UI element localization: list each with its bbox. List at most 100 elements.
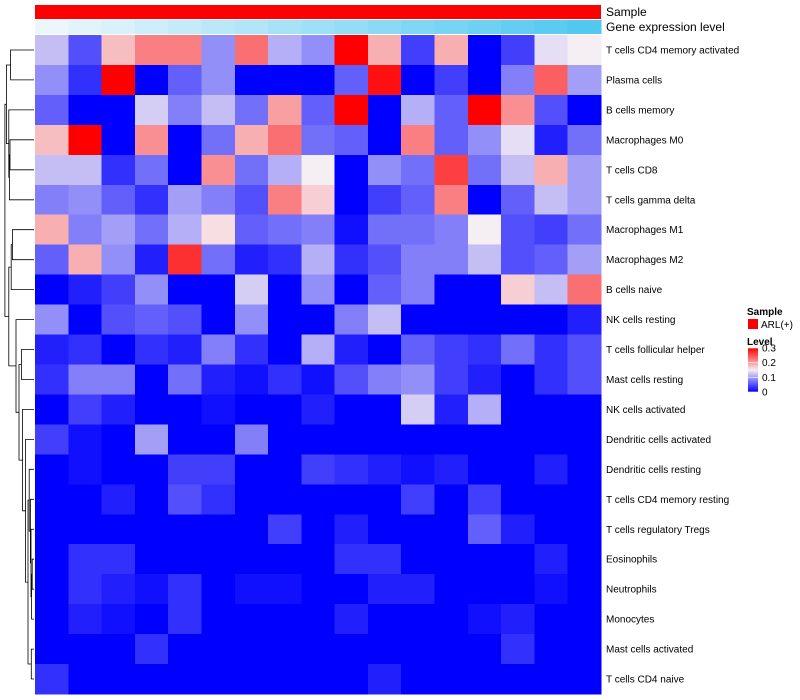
heatmap-cell (401, 334, 436, 366)
heatmap-cell (35, 394, 69, 425)
dendrogram-link-7 (10, 244, 34, 290)
heatmap-cell (35, 514, 69, 545)
heatmap-cell (168, 124, 203, 156)
row-label-neutrophils: Neutrophils (606, 585, 657, 596)
heatmap-cell (101, 214, 136, 246)
heatmap-cell (434, 394, 469, 425)
dendrogram-link-4 (8, 109, 34, 178)
heatmap-cell (434, 664, 469, 695)
heatmap-cell (68, 364, 103, 396)
row-label-eosinophils: Eosinophils (606, 555, 657, 566)
heatmap-cell (134, 334, 169, 366)
heatmap-cell (268, 184, 302, 216)
heatmap-cell (201, 514, 236, 545)
heatmap-cell (567, 604, 602, 635)
heatmap-cell (434, 274, 469, 306)
heatmap-cell (268, 634, 302, 665)
heatmap-cell (501, 64, 536, 96)
heatmap-cell (501, 364, 536, 396)
heatmap-cell (168, 394, 203, 425)
heatmap-cell (168, 664, 203, 695)
heatmap-cell (401, 454, 436, 485)
heatmap-cell (501, 35, 536, 66)
heatmap-cell (234, 244, 269, 276)
legend-level-tick-label: 0.1 (762, 373, 776, 384)
heatmap-cell (334, 574, 369, 605)
heatmap-cell (334, 454, 369, 485)
heatmap-cell (301, 124, 336, 156)
heatmap-cell (534, 424, 569, 455)
heatmap-cell (401, 244, 436, 276)
row-label-t-cells-cd4-memory-resting: T cells CD4 memory resting (606, 495, 729, 506)
heatmap-cell (101, 304, 136, 336)
heatmap-cell (68, 64, 103, 96)
heatmap-cell (201, 154, 236, 186)
heatmap-cell (134, 154, 169, 186)
heatmap-cell (68, 214, 103, 246)
dendrogram-link-12 (28, 468, 34, 532)
heatmap-cell (534, 274, 569, 306)
heatmap-cell (467, 454, 502, 485)
heatmap-cell (101, 574, 136, 605)
heatmap-cell (301, 634, 336, 665)
heatmap-cell (201, 574, 236, 605)
row-label-macrophages-m2: Macrophages M2 (606, 255, 684, 266)
heatmap-cell (301, 304, 336, 336)
row-label-b-cells-memory: B cells memory (606, 105, 674, 116)
heatmap-cell (234, 544, 269, 575)
heatmap-cell (234, 334, 269, 366)
heatmap-cell (534, 124, 569, 156)
heatmap-cell (334, 544, 369, 575)
heatmap-cell (434, 304, 469, 336)
heatmap-cell (68, 94, 103, 126)
heatmap-cell (467, 664, 502, 695)
heatmap-cell (134, 94, 169, 126)
heatmap-cell (467, 544, 502, 575)
heatmap-cell (301, 244, 336, 276)
row-label-mast-cells-resting: Mast cells resting (606, 375, 683, 386)
legend-sample-entry: ARL(+) (761, 320, 793, 331)
heatmap-cell (467, 35, 502, 66)
heatmap-cell (434, 514, 469, 545)
heatmap-cell (301, 35, 336, 66)
gene-expression-annotation-cell (35, 20, 69, 34)
heatmap-cell (134, 214, 169, 246)
gene-expression-annotation-cell (201, 20, 236, 34)
heatmap-cell (268, 64, 302, 96)
annotation-label-sample: Sample (606, 5, 647, 19)
heatmap-cell (334, 514, 369, 545)
dendrogram-link-2 (9, 139, 34, 171)
heatmap-cell (134, 484, 169, 515)
row-label-t-cells-cd4-memory-activated: T cells CD4 memory activated (606, 45, 739, 56)
heatmap-cell (101, 154, 136, 186)
heatmap-cell (567, 214, 602, 246)
heatmap-cell (334, 184, 369, 216)
heatmap-cell (201, 394, 236, 425)
heatmap-cell (101, 394, 136, 425)
heatmap-cell (367, 214, 402, 246)
heatmap-cell (168, 604, 203, 635)
heatmap-cell (434, 64, 469, 96)
heatmap-cell (567, 35, 602, 66)
heatmap-cell (101, 244, 136, 276)
heatmap-cell (501, 274, 536, 306)
heatmap-cell (334, 214, 369, 246)
heatmap-cell (35, 154, 69, 186)
heatmap-cell (68, 184, 103, 216)
heatmap-cell (101, 64, 136, 96)
heatmap-cell (101, 364, 136, 396)
gene-expression-annotation-cell (567, 20, 602, 34)
heatmap-cell (567, 544, 602, 575)
heatmap-cell (434, 184, 469, 216)
heatmap-cell (367, 124, 402, 156)
heatmap-cell (534, 154, 569, 186)
heatmap-cell (168, 574, 203, 605)
heatmap-cell (334, 334, 369, 366)
row-label-t-cells-follicular-helper: T cells follicular helper (606, 345, 705, 356)
heatmap-cell (334, 634, 369, 665)
heatmap-cell (467, 94, 502, 126)
heatmap-cell (334, 304, 369, 336)
heatmap-cell (134, 514, 169, 545)
heatmap-cell (35, 184, 69, 216)
